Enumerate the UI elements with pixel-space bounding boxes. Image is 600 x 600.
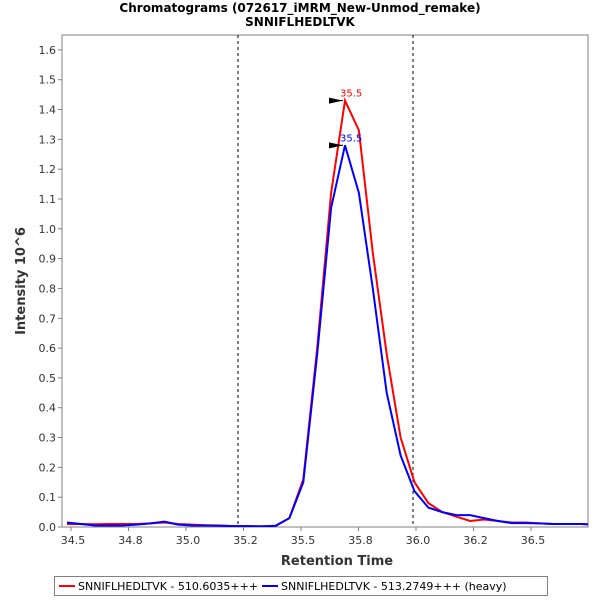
y-tick-label: 0.8 <box>39 282 57 295</box>
y-tick-label: 0.2 <box>39 461 57 474</box>
legend-label-heavy: SNNIFLHEDLTVK - 513.2749+++ (heavy) <box>281 579 507 593</box>
y-tick-label: 0.5 <box>39 372 57 385</box>
y-tick-label: 1.2 <box>39 163 57 176</box>
x-axis-label: Retention Time <box>281 554 393 569</box>
chart-title: Chromatograms (072617_iMRM_New-Unmod_rem… <box>119 1 481 15</box>
chromatogram-chart: 0.0 0.1 0.2 0.3 0.4 0.5 0.6 0.7 0.8 0.9 1.0 1.1 1.2 1… <box>14 34 589 569</box>
x-tick-label: 36.2 <box>463 534 488 547</box>
peak-label: 35.5 <box>340 89 362 100</box>
y-axis-label: Intensity 10^6 <box>14 227 29 335</box>
x-tick-label: 36.5 <box>521 534 546 547</box>
legend-swatch-red <box>59 585 75 587</box>
y-tick-label: 0.7 <box>39 312 57 325</box>
y-tick-label: 0.0 <box>39 521 57 534</box>
legend-item-heavy: SNNIFLHEDLTVK - 513.2749+++ (heavy) <box>258 580 507 593</box>
legend-item-light: SNNIFLHEDLTVK - 510.6035+++ <box>55 580 258 593</box>
y-tick-label: 1.1 <box>39 193 57 206</box>
legend-swatch-blue <box>262 585 279 587</box>
y-tick-label: 0.4 <box>39 402 57 415</box>
y-tick-label: 0.3 <box>39 432 57 445</box>
plot-group: 0.0 0.1 0.2 0.3 0.4 0.5 0.6 0.7 0.8 0.9 1.0 1.1 1.2 1… <box>14 34 589 569</box>
y-tick-label: 1.5 <box>39 74 57 87</box>
x-tick-label: 35.0 <box>176 534 201 547</box>
y-tick-label: 1.0 <box>39 223 57 236</box>
y-tick-label: 1.6 <box>39 44 57 57</box>
peak-label: 35.5 <box>340 133 362 144</box>
x-tick-label: 36.0 <box>406 534 431 547</box>
x-tick-label: 34.8 <box>118 534 143 547</box>
y-tick-label: 1.3 <box>39 133 57 146</box>
x-tick-label: 35.2 <box>233 534 258 547</box>
series-line-heavy <box>66 145 588 527</box>
y-tick-label: 1.4 <box>39 104 57 117</box>
y-tick-label: 0.1 <box>39 491 57 504</box>
y-tick-label: 0.6 <box>39 342 57 355</box>
chart-subtitle: SNNIFLHEDLTVK <box>245 15 355 29</box>
x-tick-label: 35.8 <box>348 534 373 547</box>
legend: SNNIFLHEDLTVK - 510.6035+++ SNNIFLHEDLTV… <box>54 576 548 596</box>
y-tick-label: 0.9 <box>39 253 57 266</box>
x-tick-label: 35.5 <box>291 534 316 547</box>
legend-label-light: SNNIFLHEDLTVK - 510.6035+++ <box>78 579 259 593</box>
x-tick-label: 34.5 <box>61 534 86 547</box>
